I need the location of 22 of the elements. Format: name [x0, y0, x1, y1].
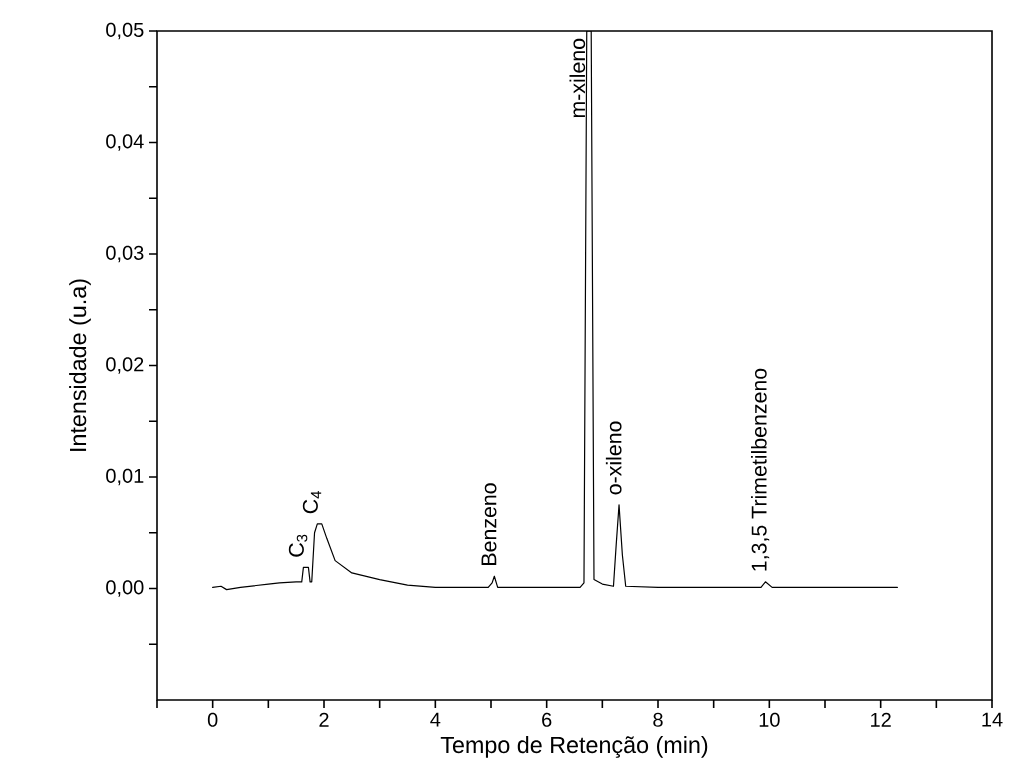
- annotation: C$_{4}$: [302, 490, 322, 514]
- x-tick-label: 0: [207, 712, 218, 727]
- y-tick-label: 0,03: [106, 245, 144, 263]
- annotation: C$_{3}$: [288, 534, 308, 557]
- annotation: o-xileno: [605, 421, 622, 495]
- x-tick-label: 14: [982, 712, 1003, 727]
- x-axis-title: Tempo de Retenção (min): [440, 736, 708, 758]
- y-tick-label: 0,00: [106, 580, 144, 597]
- annotation: Benzeno: [481, 483, 497, 565]
- y-tick-label: 0,05: [106, 22, 144, 40]
- x-tick-label: 4: [430, 712, 441, 727]
- x-tick-label: 10: [759, 712, 780, 727]
- annotation: 1,3,5 Trimetilbenzeno: [751, 368, 770, 571]
- x-tick-label: 12: [871, 712, 891, 727]
- x-tick-label: 8: [653, 712, 663, 727]
- annotation: m-xileno: [569, 38, 586, 118]
- y-tick-label: 0,04: [106, 134, 144, 151]
- x-tick-label: 2: [319, 712, 329, 727]
- x-tick-label: 6: [542, 712, 552, 727]
- y-axis-title: Intensidade (u.a): [69, 279, 91, 451]
- y-tick-label: 0,02: [106, 357, 144, 374]
- y-tick-label: 0,01: [106, 468, 144, 486]
